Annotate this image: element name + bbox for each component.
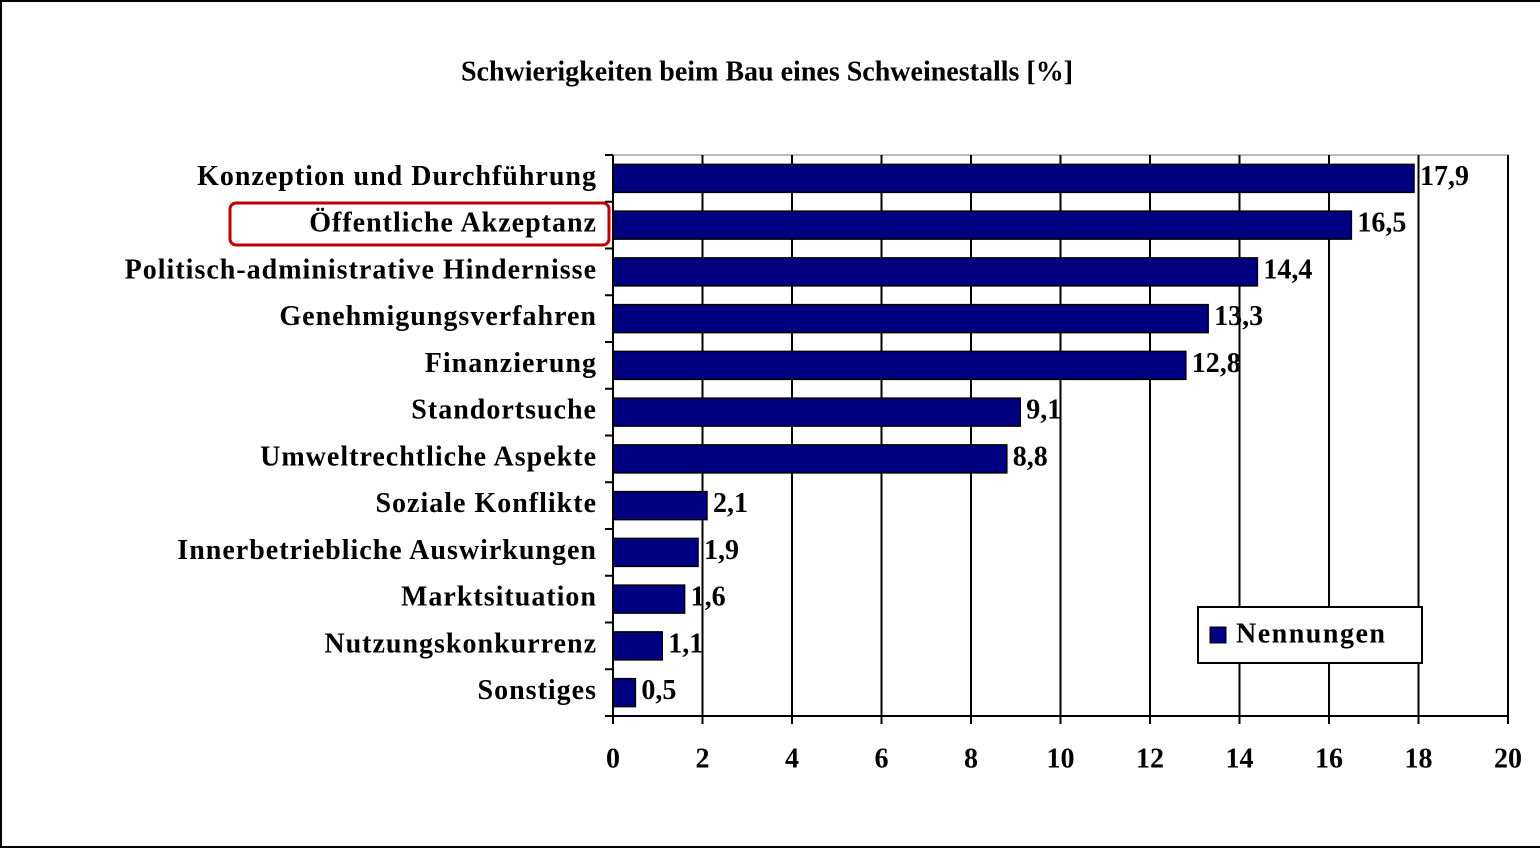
legend-box xyxy=(1197,606,1423,664)
y-tick-label: Sonstiges xyxy=(478,675,597,706)
bar xyxy=(612,210,1353,240)
chart-title: Schwierigkeiten beim Bau eines Schweines… xyxy=(461,56,1073,87)
x-tick-label: 20 xyxy=(1494,743,1522,774)
bar xyxy=(612,163,1415,194)
x-tick-label: 10 xyxy=(1047,743,1075,774)
y-tick-label: Soziale Konflikte xyxy=(375,488,597,519)
bar xyxy=(612,631,663,661)
value-label: 2,1 xyxy=(713,488,748,519)
y-tick-label: Nutzungskonkurrenz xyxy=(324,628,597,659)
value-label: 17,9 xyxy=(1420,161,1469,192)
value-label: 9,1 xyxy=(1026,395,1061,426)
value-label: 14,4 xyxy=(1263,254,1312,285)
bar xyxy=(612,303,1209,334)
y-tick-label: Finanzierung xyxy=(425,348,597,379)
y-tick-label: Marktsituation xyxy=(401,582,597,613)
y-tick-label: Öffentliche Akzeptanz xyxy=(309,208,597,239)
value-label: 16,5 xyxy=(1357,208,1406,239)
legend-swatch xyxy=(1209,626,1227,644)
bar xyxy=(612,584,686,614)
y-tick-label: Konzeption und Durchführung xyxy=(197,161,597,192)
y-tick-label: Standortsuche xyxy=(411,395,597,426)
x-tick-label: 0 xyxy=(606,743,620,774)
value-label: 8,8 xyxy=(1013,441,1048,472)
value-label: 12,8 xyxy=(1192,348,1241,379)
value-label: 1,6 xyxy=(691,582,726,613)
y-tick-label: Genehmigungsverfahren xyxy=(279,301,597,332)
x-tick-label: 18 xyxy=(1405,743,1433,774)
x-tick-label: 6 xyxy=(875,743,889,774)
bar xyxy=(612,350,1187,381)
value-label: 13,3 xyxy=(1214,301,1263,332)
legend-label: Nennungen xyxy=(1236,618,1386,649)
x-tick-label: 12 xyxy=(1136,743,1164,774)
value-label: 1,9 xyxy=(704,535,739,566)
bar xyxy=(612,677,637,708)
bar xyxy=(612,537,699,568)
x-tick-label: 8 xyxy=(964,743,978,774)
value-label: 0,5 xyxy=(641,675,676,706)
y-tick-label: Umweltrechtliche Aspekte xyxy=(260,441,597,472)
bar xyxy=(612,397,1021,427)
bar xyxy=(612,490,708,521)
y-tick-label: Innerbetriebliche Auswirkungen xyxy=(177,535,597,566)
bar xyxy=(612,257,1259,287)
highlight-box xyxy=(228,201,611,247)
bar xyxy=(612,444,1008,474)
x-tick-label: 14 xyxy=(1226,743,1254,774)
x-tick-label: 4 xyxy=(785,743,799,774)
x-tick-label: 2 xyxy=(696,743,710,774)
x-tick-label: 16 xyxy=(1315,743,1343,774)
y-tick-label: Politisch-administrative Hindernisse xyxy=(125,254,597,285)
value-label: 1,1 xyxy=(668,628,703,659)
